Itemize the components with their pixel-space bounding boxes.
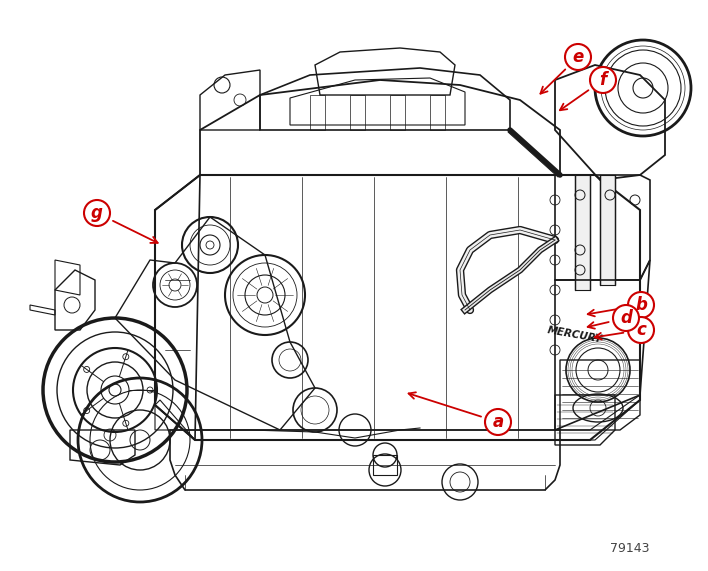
Circle shape (565, 44, 591, 70)
Circle shape (590, 67, 616, 93)
Polygon shape (600, 175, 615, 285)
Text: f: f (600, 71, 607, 89)
Circle shape (628, 317, 654, 343)
Circle shape (84, 200, 110, 226)
Text: MERCURY: MERCURY (547, 325, 603, 345)
Polygon shape (575, 175, 590, 290)
Circle shape (613, 305, 639, 331)
Circle shape (485, 409, 511, 435)
Text: a: a (492, 413, 503, 431)
Text: c: c (636, 321, 646, 339)
Text: g: g (91, 204, 103, 222)
Text: b: b (635, 296, 647, 314)
Text: d: d (620, 309, 632, 327)
Circle shape (628, 292, 654, 318)
Text: 79143: 79143 (610, 541, 650, 554)
Text: e: e (572, 48, 583, 66)
